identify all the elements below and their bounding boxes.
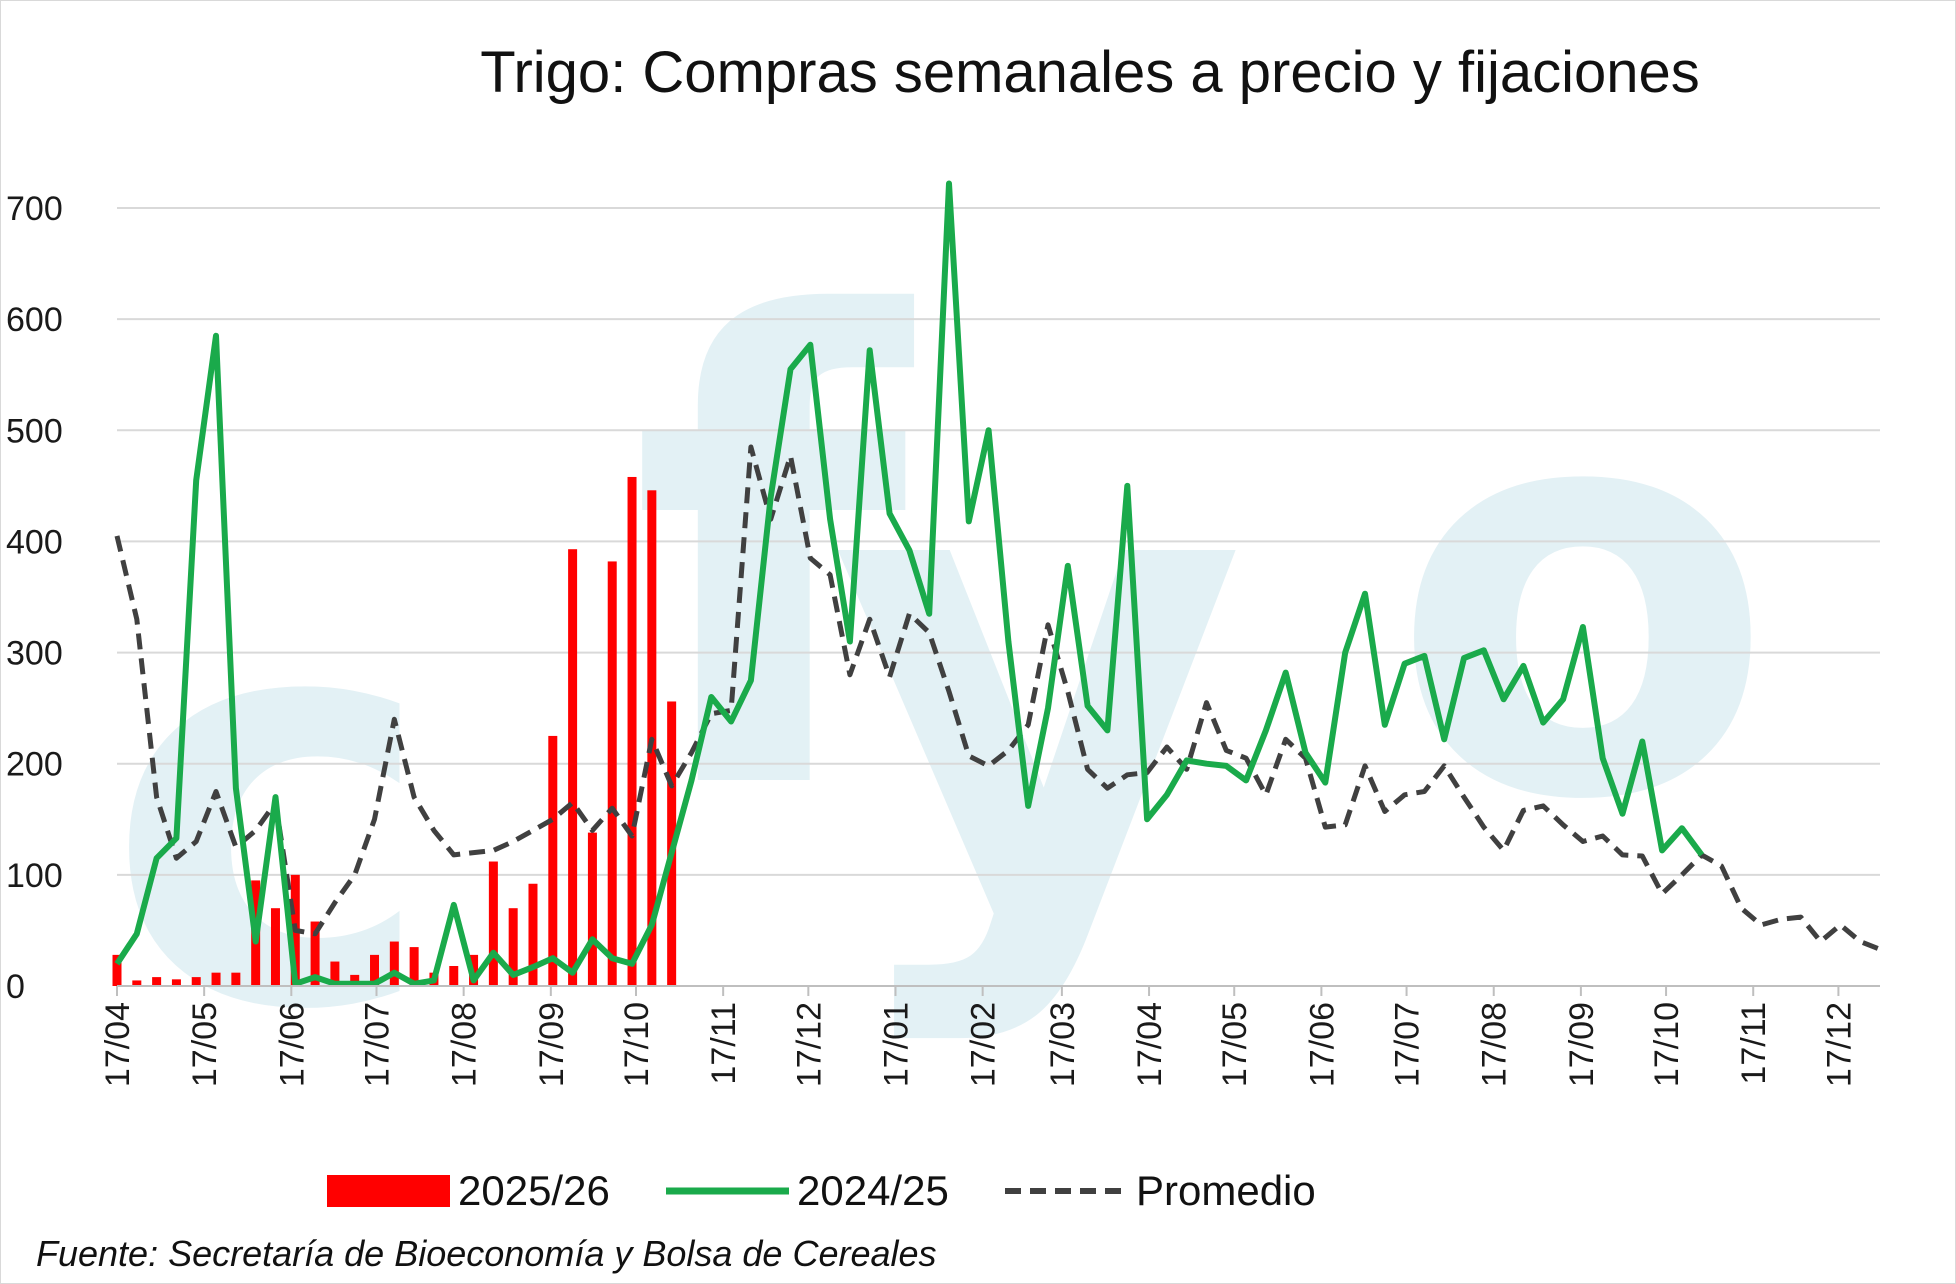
x-tick-label: 17/09 [533, 1002, 571, 1087]
bar [211, 972, 221, 986]
bar [508, 908, 518, 986]
bar [389, 941, 399, 986]
x-tick-label: 17/09 [1563, 1002, 1601, 1087]
y-tick-label: 300 [6, 635, 63, 673]
chart-title: Trigo: Compras semanales a precio y fija… [480, 40, 1700, 105]
y-tick-label: 200 [6, 746, 63, 784]
watermark-letter-o: o [1390, 271, 1775, 923]
x-tick-label: 17/03 [1044, 1002, 1082, 1087]
x-tick-label: 17/05 [186, 1002, 224, 1087]
bar [171, 979, 181, 986]
y-tick-label: 400 [6, 523, 63, 561]
y-tick-label: 0 [6, 968, 25, 1006]
legend-label-2025-26: 2025/26 [458, 1167, 610, 1214]
x-tick-label: 17/08 [1476, 1002, 1514, 1087]
bar [191, 977, 201, 986]
lines [114, 180, 1881, 987]
x-tick-label: 17/05 [1216, 1002, 1254, 1087]
bar [409, 947, 419, 986]
source-note: Fuente: Secretaría de Bioeconomía y Bols… [36, 1233, 937, 1274]
x-tick-label: 17/02 [965, 1002, 1003, 1087]
x-tick-label: 17/04 [99, 1002, 137, 1087]
x-tick-label: 17/06 [1303, 1002, 1341, 1087]
bar [528, 883, 538, 986]
bar [152, 977, 162, 986]
y-tick-label: 500 [6, 412, 63, 450]
legend-label-2024-25: 2024/25 [797, 1167, 949, 1214]
bar [132, 980, 142, 986]
bar [568, 549, 578, 986]
x-tick-label: 17/07 [358, 1002, 396, 1087]
bar [330, 961, 340, 986]
x-axis: 17/04 17/05 17/06 17/07 17/08 17/09 17/10 17/11… [99, 985, 1880, 1087]
bar [548, 735, 558, 986]
x-tick-label: 17/08 [446, 1002, 484, 1087]
x-tick-label: 17/11 [705, 1002, 743, 1085]
bar [350, 974, 360, 986]
legend-swatch-2025-26 [327, 1175, 450, 1207]
x-tick-label: 17/11 [1735, 1002, 1773, 1085]
x-tick-label: 17/12 [790, 1002, 828, 1087]
bar [627, 476, 637, 986]
watermark-letter-f: f [630, 186, 920, 931]
y-tick-label: 600 [6, 301, 63, 339]
x-tick-label: 17/12 [1820, 1002, 1858, 1087]
x-tick-label: 17/07 [1389, 1002, 1427, 1087]
bar [449, 965, 459, 986]
bar [488, 861, 498, 986]
y-tick-label: 700 [6, 190, 63, 228]
x-tick-label: 17/10 [618, 1002, 656, 1087]
bar [587, 832, 597, 986]
bar [310, 921, 320, 986]
y-tick-label: 100 [6, 857, 63, 895]
bar [370, 954, 380, 986]
x-tick-label: 17/06 [273, 1002, 311, 1087]
series-line-2024-25 [114, 180, 1705, 987]
bar [270, 908, 280, 986]
legend-label-promedio: Promedio [1136, 1167, 1316, 1214]
x-tick-label: 17/10 [1648, 1002, 1686, 1087]
bar [231, 972, 241, 986]
x-tick-label: 17/04 [1131, 1002, 1169, 1087]
legend: 2025/26 2024/25 Promedio [327, 1167, 1316, 1214]
bar [607, 561, 617, 986]
x-tick-label: 17/01 [877, 1002, 915, 1087]
y-axis: 0 100 200 300 400 500 600 700 [6, 190, 63, 1006]
series-line-promedio [114, 444, 1881, 952]
bar [112, 954, 122, 986]
